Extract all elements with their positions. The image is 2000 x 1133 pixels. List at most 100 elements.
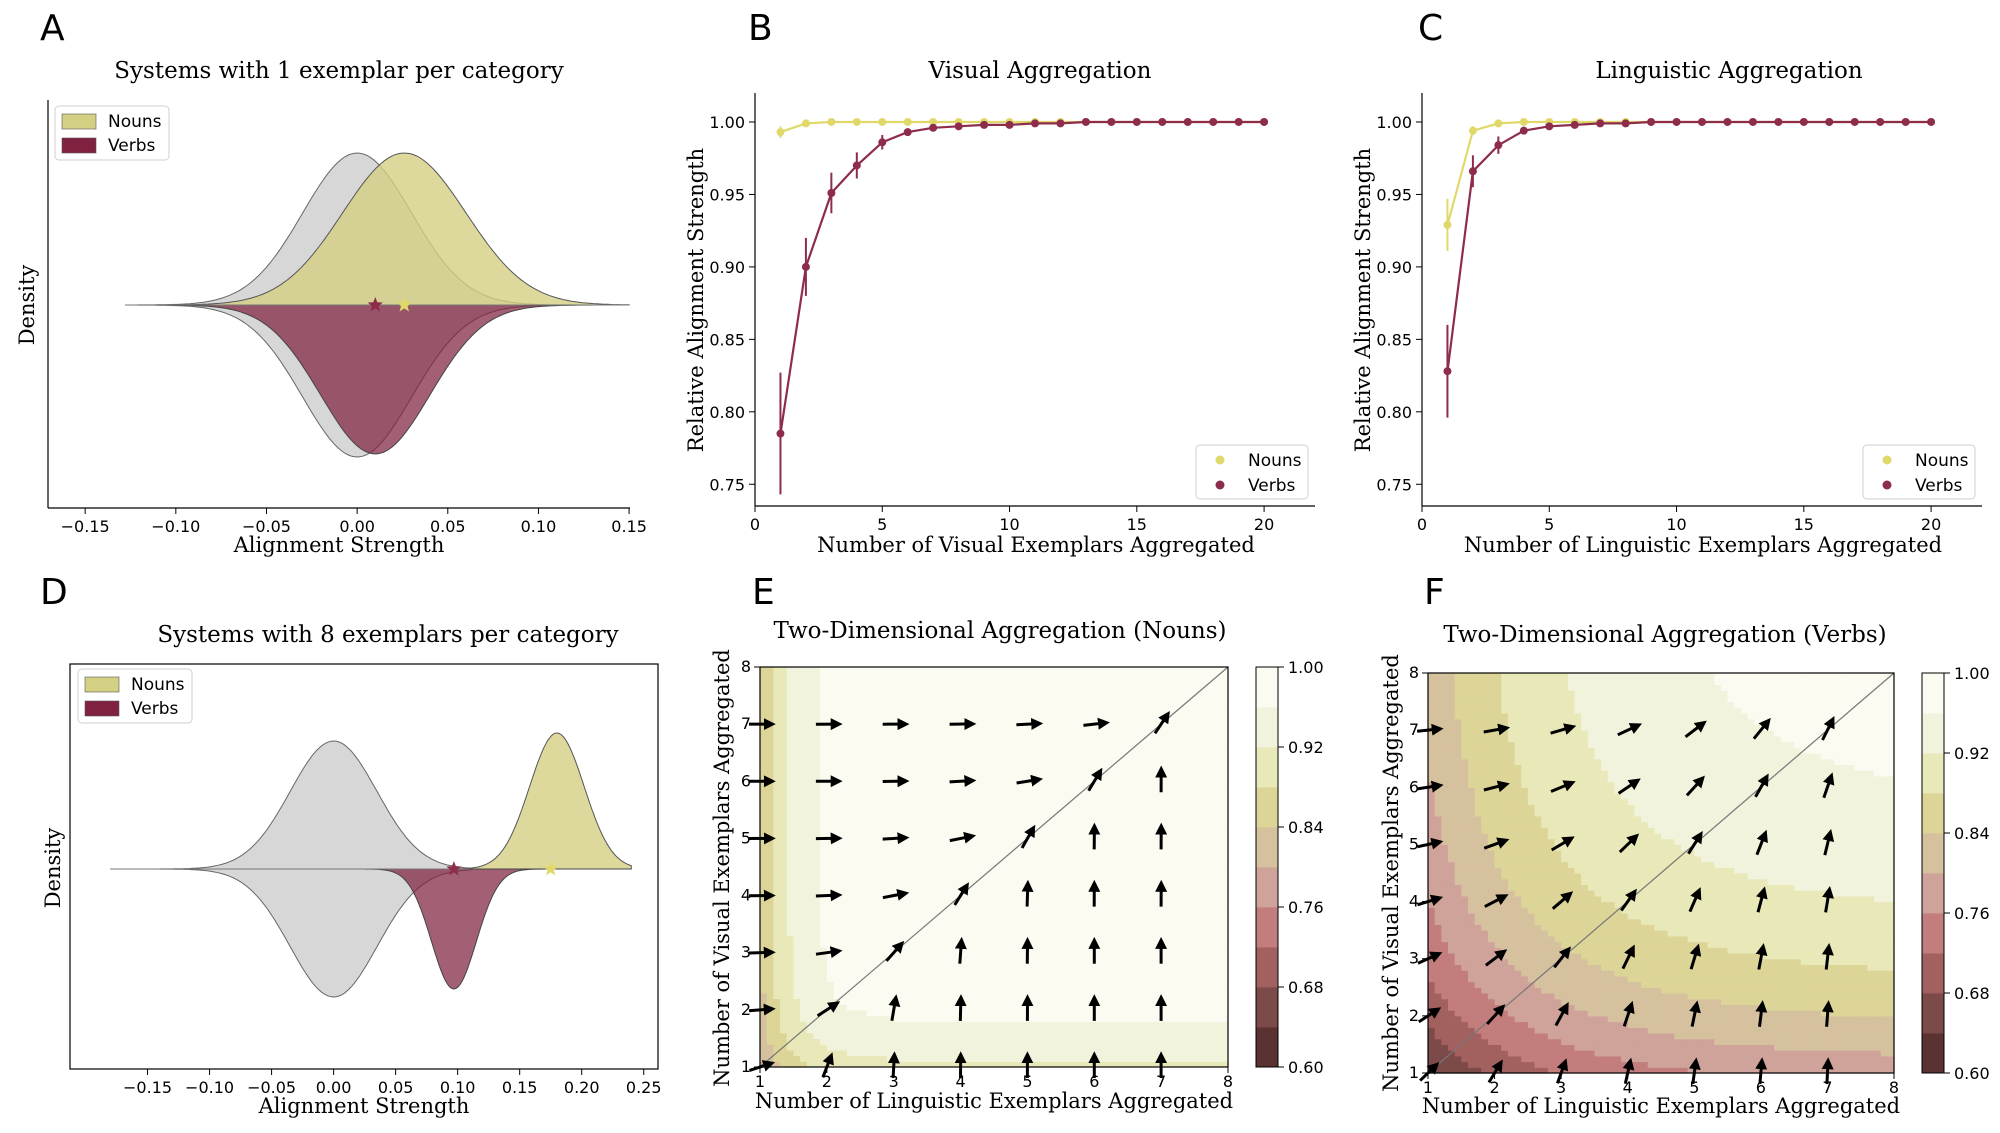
contour-cell — [1054, 821, 1062, 828]
contour-cell — [1141, 758, 1149, 765]
contour-cell — [953, 981, 962, 988]
y-tick-label: 0.90 — [1376, 258, 1412, 277]
contour-cell — [1020, 958, 1029, 965]
contour-cell — [1020, 1021, 1029, 1028]
contour-cell — [1034, 924, 1042, 931]
contour-cell — [1187, 1027, 1196, 1034]
contour-cell — [1127, 809, 1135, 817]
contour-cell — [873, 752, 881, 760]
contour-cell — [766, 861, 774, 868]
contour-cell — [927, 872, 935, 880]
contour-cell — [1174, 947, 1182, 954]
contour-cell — [953, 769, 962, 777]
contour-cell — [1114, 889, 1122, 897]
contour-cell — [1067, 987, 1075, 994]
contour-cell — [1080, 981, 1089, 988]
contour-cell — [780, 821, 788, 828]
contour-cell — [907, 878, 915, 885]
contour-cell — [1107, 878, 1115, 885]
contour-cell — [913, 947, 922, 954]
contour-cell — [1074, 969, 1082, 977]
contour-cell — [846, 1061, 855, 1068]
contour-cell — [1141, 701, 1149, 708]
contour-cell — [1201, 929, 1209, 937]
contour-cell — [806, 1049, 815, 1057]
contour-cell — [967, 907, 975, 914]
contour-cell — [786, 1061, 795, 1068]
contour-cell — [920, 964, 928, 971]
contour-cell — [806, 901, 815, 908]
contour-cell — [927, 924, 935, 931]
contour-cell — [1167, 781, 1176, 788]
contour-cell — [1127, 758, 1135, 765]
contour-cell — [1020, 764, 1029, 771]
contour-cell — [1000, 798, 1008, 805]
contour-cell — [780, 832, 788, 840]
contour-cell — [1147, 724, 1156, 731]
contour-cell — [1027, 935, 1035, 942]
contour-cell — [1147, 747, 1156, 754]
contour-cell — [800, 941, 808, 948]
contour-cell — [913, 935, 922, 942]
contour-cell — [820, 1027, 828, 1034]
contour-cell — [840, 678, 848, 685]
contour-cell — [1007, 1015, 1015, 1022]
contour-cell — [1060, 1009, 1069, 1017]
contour-cell — [1040, 827, 1049, 834]
contour-cell — [1087, 741, 1095, 748]
contour-cell — [860, 724, 868, 731]
contour-cell — [1147, 689, 1156, 697]
contour-cell — [1040, 981, 1049, 988]
contour-cell — [967, 707, 975, 714]
contour-cell — [900, 672, 908, 680]
contour-cell — [1074, 941, 1082, 948]
contour-cell — [866, 667, 875, 674]
contour-cell — [967, 981, 975, 988]
contour-cell — [800, 987, 808, 994]
contour-cell — [927, 992, 935, 1000]
contour-cell — [920, 1038, 928, 1045]
contour-cell — [1121, 895, 1129, 902]
density-nouns — [125, 152, 630, 306]
contour-cell — [907, 769, 915, 777]
contour-cell — [927, 1061, 935, 1068]
contour-cell — [1121, 987, 1129, 994]
contour-cell — [800, 1044, 808, 1051]
contour-cell — [766, 735, 774, 742]
contour-cell — [980, 987, 988, 994]
contour-cell — [1054, 924, 1062, 931]
contour-cell — [1100, 684, 1109, 691]
contour-cell — [1181, 872, 1189, 880]
contour-cell — [786, 878, 795, 885]
contour-cell — [1181, 878, 1189, 885]
contour-cell — [920, 941, 928, 948]
contour-cell — [826, 804, 835, 811]
contour-cell — [933, 821, 942, 828]
x-tick-label: 0.00 — [316, 1078, 352, 1097]
contour-cell — [1000, 947, 1008, 954]
contour-cell — [826, 867, 835, 874]
contour-cell — [1181, 952, 1189, 960]
contour-cell — [1187, 844, 1196, 851]
contour-cell — [927, 867, 935, 874]
contour-cell — [933, 1015, 942, 1022]
contour-cell — [920, 672, 928, 680]
contour-cell — [813, 718, 821, 725]
contour-cell — [1000, 867, 1008, 874]
contour-cell — [1207, 1009, 1216, 1017]
contour-cell — [1121, 758, 1129, 765]
contour-cell — [880, 889, 888, 897]
contour-cell — [913, 941, 922, 948]
contour-cell — [1161, 809, 1169, 817]
contour-cell — [873, 775, 881, 782]
contour-cell — [1167, 678, 1176, 685]
contour-cell — [846, 684, 855, 691]
contour-cell — [1147, 912, 1156, 920]
contour-cell — [1100, 1027, 1109, 1034]
contour-cell — [833, 712, 841, 720]
contour-cell — [826, 964, 835, 971]
contour-cell — [866, 729, 875, 737]
contour-cell — [1161, 764, 1169, 771]
contour-cell — [786, 952, 795, 960]
contour-cell — [1067, 689, 1075, 697]
